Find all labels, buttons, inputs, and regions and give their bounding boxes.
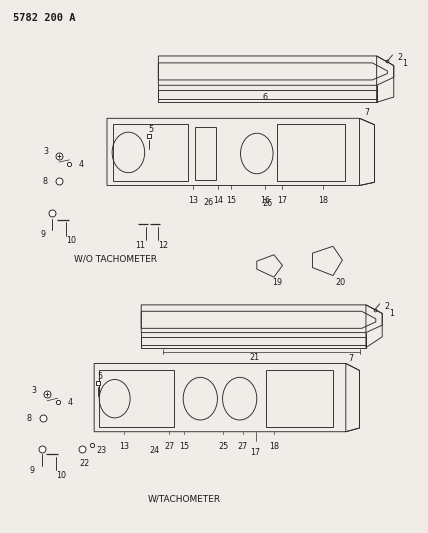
Text: 27: 27 <box>238 442 248 450</box>
Text: W/TACHOMETER: W/TACHOMETER <box>148 495 220 504</box>
Text: 3: 3 <box>44 147 49 156</box>
Text: 25: 25 <box>218 442 229 450</box>
Text: 23: 23 <box>96 446 107 455</box>
Text: 3: 3 <box>32 386 37 394</box>
Text: 10: 10 <box>56 471 66 480</box>
Text: 11: 11 <box>135 241 146 249</box>
Text: 7: 7 <box>348 354 354 363</box>
Text: 27: 27 <box>164 442 174 450</box>
Text: 26: 26 <box>204 198 214 207</box>
Text: 1: 1 <box>389 309 394 318</box>
Text: 15: 15 <box>226 196 236 205</box>
Text: 18: 18 <box>269 442 279 450</box>
Text: 15: 15 <box>179 442 189 450</box>
Text: 2: 2 <box>398 53 403 61</box>
Text: 9: 9 <box>40 230 45 239</box>
Text: 13: 13 <box>119 442 129 450</box>
Text: 5: 5 <box>149 125 154 134</box>
Text: 18: 18 <box>318 196 328 205</box>
Text: 17: 17 <box>277 196 288 205</box>
Text: 12: 12 <box>158 241 169 249</box>
Text: 8: 8 <box>27 414 32 423</box>
Text: 6: 6 <box>263 93 268 101</box>
Text: 22: 22 <box>79 459 89 468</box>
Text: 24: 24 <box>149 446 159 455</box>
Text: 10: 10 <box>66 237 77 245</box>
Text: 9: 9 <box>30 466 35 474</box>
Text: 8: 8 <box>43 177 48 185</box>
Text: 4: 4 <box>67 398 72 407</box>
Text: 2: 2 <box>385 302 390 311</box>
Text: 1: 1 <box>402 60 407 68</box>
Text: 14: 14 <box>213 196 223 205</box>
Text: 20: 20 <box>335 278 345 287</box>
Text: 17: 17 <box>250 448 261 457</box>
Text: 7: 7 <box>365 109 370 117</box>
Text: 26: 26 <box>262 199 273 208</box>
Text: 13: 13 <box>188 196 199 205</box>
Text: 4: 4 <box>79 160 84 168</box>
Text: 5: 5 <box>97 372 102 381</box>
Text: 5782 200 A: 5782 200 A <box>13 13 75 23</box>
Text: W/O TACHOMETER: W/O TACHOMETER <box>74 254 157 263</box>
Text: 21: 21 <box>250 353 260 361</box>
Text: 19: 19 <box>272 278 282 287</box>
Text: 16: 16 <box>260 196 270 205</box>
